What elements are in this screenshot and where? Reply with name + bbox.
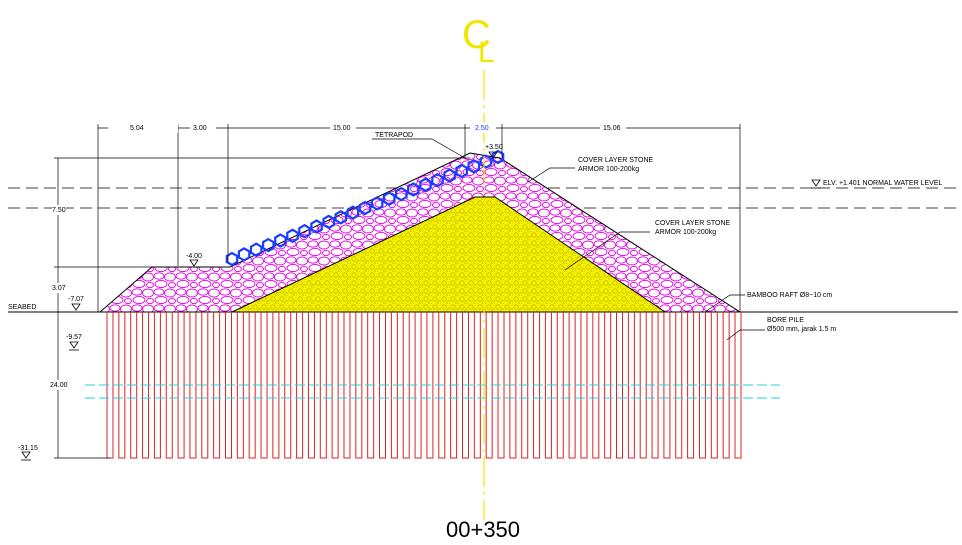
centerline-l-symbol: L (478, 36, 495, 69)
annotation-leaders (372, 138, 765, 341)
cover-inner-label-2: ARMOR 100-200kg (655, 229, 716, 236)
tetrapod-unit (455, 163, 468, 179)
tetrapod-unit (395, 186, 408, 202)
tetrapod-unit (322, 214, 335, 230)
svg-text:+3.50: +3.50 (485, 144, 503, 151)
svg-text:-4.00: -4.00 (186, 253, 202, 260)
tetrapod-unit (237, 247, 251, 262)
tetrapod-unit (467, 159, 481, 174)
elev-seabed-marker: -7.07 (68, 296, 84, 311)
centerline-c-symbol: C (462, 13, 491, 57)
tetrapod-unit (431, 172, 444, 188)
dim-15-06: 15.06 (603, 125, 621, 132)
tetrapod-unit (370, 196, 384, 211)
dim-3-07: 3.07 (52, 285, 66, 292)
dim-2-50: 2.50 (475, 125, 489, 132)
tetrapod-unit (407, 182, 420, 197)
station-label: 00+350 (446, 517, 520, 542)
water-level-marker: ELV. +1.401 NORMAL WATER LEVEL (811, 179, 942, 189)
tetrapod-unit (286, 228, 299, 244)
cyan-reference-lines (85, 384, 780, 399)
dim-15-00: 15.00 (333, 125, 351, 132)
dim-3-00: 3.00 (193, 125, 207, 132)
tetrapod-unit (491, 149, 505, 165)
tetrapod-unit (274, 233, 287, 248)
bore-pile-label-1: BORE PILE (767, 317, 804, 324)
tetrapod-unit (419, 177, 432, 193)
svg-text:ELV. +1.401 NORMAL WATER LEVEL: ELV. +1.401 NORMAL WATER LEVEL (823, 180, 942, 187)
tetrapod-unit (382, 191, 396, 206)
elev-crest-marker: +3.50 (485, 144, 503, 159)
tetrapod-unit (334, 210, 348, 225)
dim-7-50: 7.50 (52, 207, 66, 214)
tetrapod-unit (443, 168, 456, 183)
tetrapod-unit (358, 200, 372, 216)
svg-text:-7.07: -7.07 (68, 296, 84, 303)
tetrapod-unit (346, 205, 360, 220)
tetrapod-unit (310, 219, 323, 234)
tetrapod-unit (479, 154, 493, 169)
cover-outer-label-1: COVER LAYER STONE (578, 157, 654, 164)
bore-pile-label-2: Ø500 mm, jarak 1.5 m (767, 326, 836, 333)
seabed-label: SEABED (8, 304, 36, 311)
svg-text:-31.15: -31.15 (18, 445, 38, 452)
cover-inner-label-1: COVER LAYER STONE (655, 220, 731, 227)
tetrapod-unit (298, 223, 311, 239)
dim-24-00: 24.00 (50, 382, 68, 389)
svg-text:-9.57: -9.57 (66, 334, 82, 341)
tetrapod-label: TETRAPOD (375, 132, 413, 139)
cover-outer-label-2: ARMOR 100-200kg (578, 166, 639, 173)
elev-berm-marker: -4.00 (186, 253, 202, 267)
elev-pile-tip-marker: -31.15 (18, 445, 38, 461)
bamboo-raft-label: BAMBOO RAFT Ø8~10 cm (747, 292, 832, 299)
tetrapod-unit (249, 242, 263, 257)
tetrapod-unit (262, 237, 275, 253)
tetrapod-unit (225, 251, 239, 267)
tetrapod-layer (225, 149, 505, 267)
dim-5-04: 5.04 (130, 125, 144, 132)
elev-pile-mark: -9.57 (66, 334, 82, 351)
